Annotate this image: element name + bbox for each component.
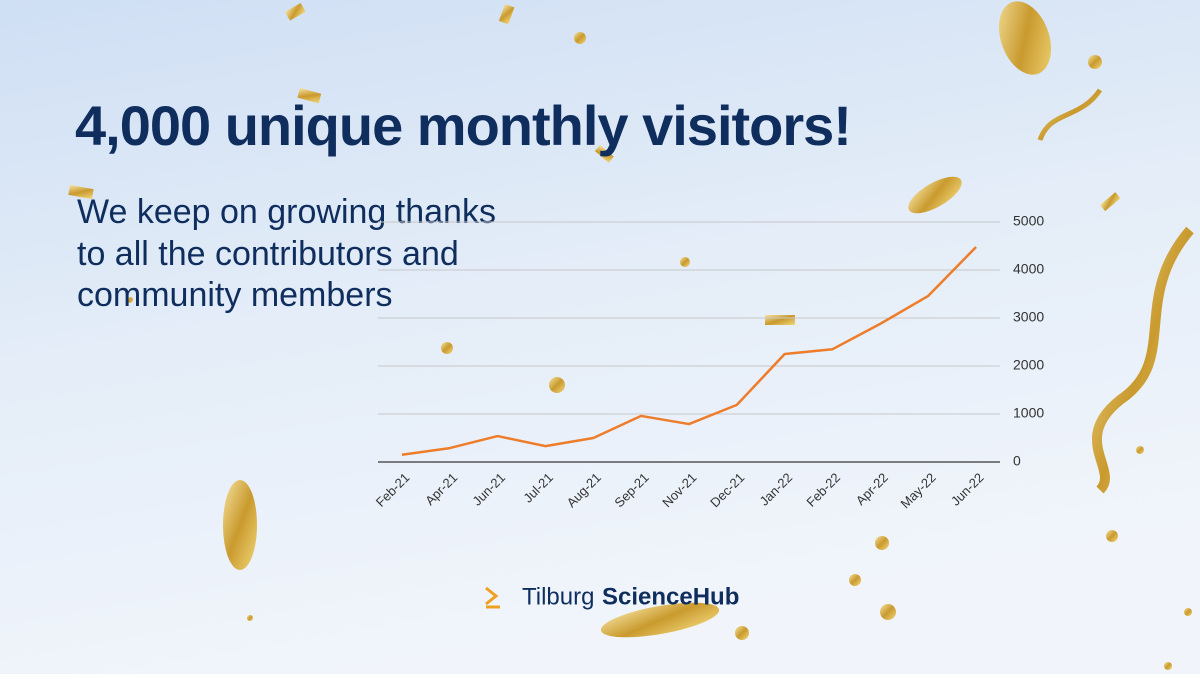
title: 4,000 unique monthly visitors! bbox=[75, 94, 851, 157]
subtitle-line: to all the contributors and bbox=[77, 235, 459, 273]
y-tick-label: 1000 bbox=[1013, 405, 1044, 421]
logo-text: ScienceHub bbox=[602, 583, 739, 610]
y-tick-label: 3000 bbox=[1013, 309, 1044, 325]
subtitle-line: We keep on growing thanks bbox=[77, 193, 496, 231]
y-tick-label: 5000 bbox=[1013, 213, 1044, 229]
y-tick-label: 0 bbox=[1013, 453, 1021, 469]
y-tick-label: 4000 bbox=[1013, 261, 1044, 277]
subtitle-line: community members bbox=[77, 276, 393, 314]
confetti bbox=[68, 1, 1194, 670]
y-tick-label: 2000 bbox=[1013, 357, 1044, 373]
logo-icon bbox=[485, 586, 499, 606]
logo: Tilburg ScienceHub bbox=[485, 583, 739, 610]
line bbox=[401, 246, 977, 457]
logo-text: Tilburg bbox=[522, 583, 594, 610]
